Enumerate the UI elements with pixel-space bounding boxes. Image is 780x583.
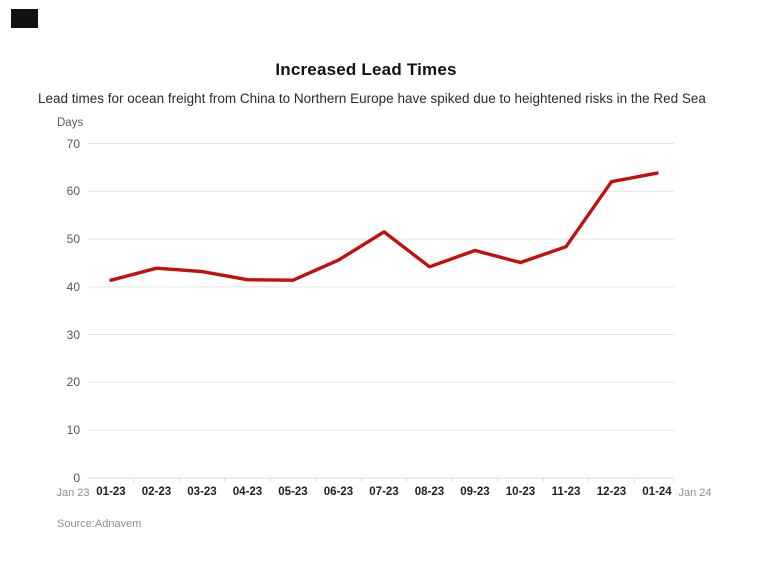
y-tick-label: 0	[73, 471, 80, 485]
y-tick-label: 30	[66, 327, 80, 342]
x-tick-label: 12-23	[596, 486, 627, 498]
chart-title: Increased Lead Times	[275, 60, 457, 79]
x-tick-label: 03-23	[187, 486, 217, 498]
y-tick-label: 50	[66, 232, 80, 247]
y-axis-title: Days	[57, 117, 84, 129]
source-note: Source:Adnavem	[57, 518, 142, 530]
y-tick-label: 70	[66, 136, 80, 151]
x-tick-label: 01-24	[642, 486, 672, 498]
x-tick-label: 04-23	[232, 486, 263, 498]
x-tick-label: 11-23	[551, 486, 581, 498]
chart-subtitle: Lead times for ocean freight from China …	[38, 91, 706, 106]
x-tick-label: 09-23	[460, 486, 490, 498]
x-tick-label: 10-23	[505, 486, 536, 498]
y-tick-label: 10	[66, 423, 80, 438]
top-left-black-mark	[11, 9, 38, 28]
x-tick-label: 08-23	[414, 486, 445, 498]
x-tick-label: 02-23	[141, 486, 172, 498]
y-tick-label: 40	[66, 279, 80, 294]
y-tick-label: 20	[66, 375, 80, 390]
lead-time-line	[109, 171, 659, 282]
y-tick-label: 60	[66, 184, 80, 199]
x-tick-label: 05-23	[278, 486, 308, 498]
x-edge-label-start: Jan 23	[56, 487, 90, 499]
x-tick-label: 01-23	[96, 486, 126, 498]
x-tick-label: 06-23	[323, 486, 354, 498]
x-edge-label-end: Jan 24	[678, 487, 712, 499]
x-tick-label: 07-23	[369, 486, 399, 498]
